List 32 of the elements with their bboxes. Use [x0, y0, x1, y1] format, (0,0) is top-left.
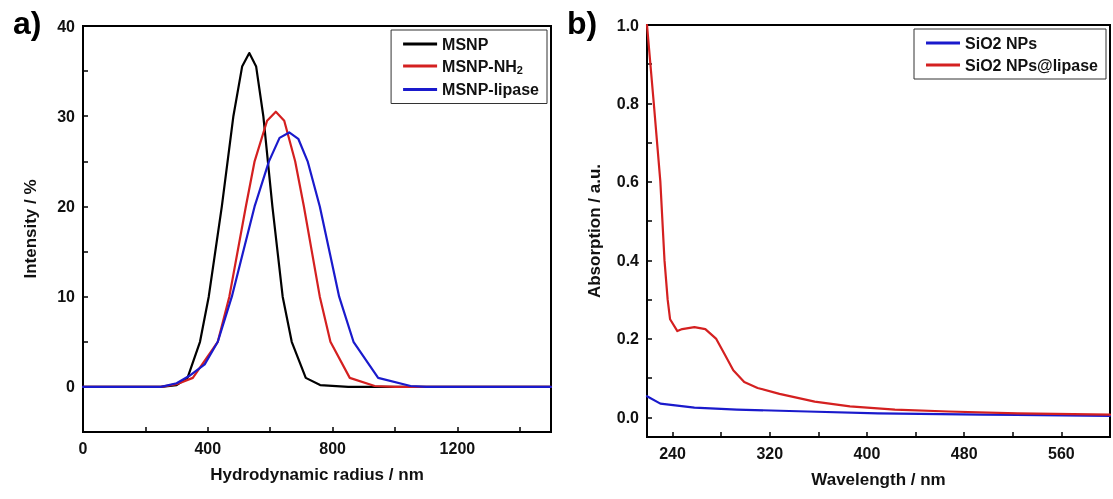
x-tick-label: 400 — [853, 444, 881, 462]
legend-label: SiO2 NPs — [965, 34, 1038, 52]
line-series — [645, 395, 1112, 417]
y-tick-label: 0 — [66, 378, 76, 396]
chart-title: a) — [13, 5, 42, 41]
y-tick-label: 0.2 — [616, 330, 640, 348]
y-tick-label: 20 — [57, 197, 76, 215]
y-tick-label: 0.8 — [616, 94, 640, 112]
x-tick-label: 400 — [194, 439, 222, 457]
y-tick-label: 10 — [57, 288, 76, 306]
x-tick-label: 240 — [659, 444, 686, 462]
x-tick-label: 800 — [319, 439, 347, 457]
legend-label: MSNP — [442, 35, 489, 53]
x-axis-title: Wavelength / nm — [811, 470, 946, 489]
x-tick-label: 560 — [1048, 444, 1075, 462]
x-tick-label: 480 — [950, 444, 978, 462]
line-series — [645, 23, 1112, 416]
y-tick-label: 1.0 — [616, 16, 640, 34]
x-tick-label: 320 — [756, 444, 784, 462]
legend-label: SiO2 NPs@lipase — [965, 56, 1099, 74]
y-tick-label: 30 — [57, 107, 76, 125]
legend-label: MSNP-lipase — [442, 81, 540, 98]
x-tick-label: 1200 — [439, 439, 476, 457]
y-tick-label: 0.0 — [616, 408, 640, 426]
y-axis-title: Intensity / % — [21, 179, 40, 279]
y-tick-label: 0.4 — [616, 251, 640, 269]
y-axis-title: Absorption / a.u. — [585, 163, 604, 299]
y-tick-label: 40 — [57, 17, 76, 35]
x-axis-title: Hydrodynamic radius / nm — [210, 465, 424, 484]
y-tick-label: 0.6 — [616, 173, 640, 191]
x-tick-label: 0 — [78, 439, 88, 457]
chart-title: b) — [567, 5, 598, 41]
